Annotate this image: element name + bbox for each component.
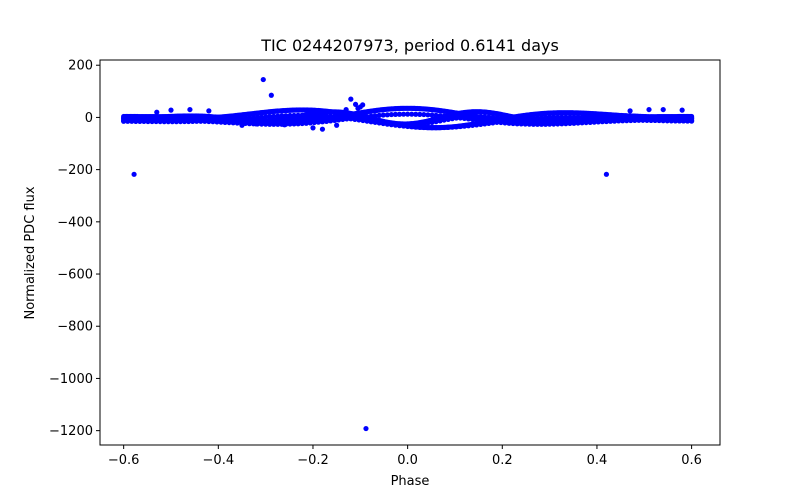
data-point [303, 116, 309, 122]
chart-title: TIC 0244207973, period 0.6141 days [260, 36, 559, 55]
data-point [425, 112, 431, 118]
data-point [396, 111, 403, 117]
y-axis-ticks: 200 0 −200 −400 −600 −800 −1000 −1200 [49, 59, 100, 439]
outlier-point [131, 171, 137, 177]
outlier-point [360, 102, 366, 108]
data-point [469, 114, 476, 120]
y-axis-label: Normalized PDC flux [23, 186, 38, 319]
data-points [121, 76, 695, 432]
data-point [421, 111, 427, 118]
data-point [445, 116, 451, 122]
x-tick-label: 0.6 [681, 453, 702, 468]
outlier-point [363, 425, 369, 432]
data-point [263, 114, 269, 120]
outlier-point [319, 126, 326, 132]
data-point [336, 114, 342, 120]
y-tick-label: −1200 [49, 424, 93, 439]
x-tick-label: 0.2 [492, 453, 513, 468]
y-tick-label: −400 [57, 215, 93, 230]
y-tick-label: −600 [57, 268, 93, 283]
x-tick-label: −0.4 [203, 453, 235, 468]
plot-frame [99, 59, 721, 446]
data-point [380, 112, 386, 118]
outlier-point [310, 125, 316, 131]
data-point [340, 114, 346, 120]
y-tick-label: −200 [57, 163, 93, 178]
x-axis-label: Phase [391, 474, 430, 489]
data-point [482, 114, 488, 120]
data-point [327, 114, 334, 120]
outlier-point [660, 106, 666, 113]
data-point [494, 115, 500, 121]
data-point [344, 114, 350, 120]
data-point [689, 118, 695, 124]
outlier-point [343, 106, 349, 113]
outlier-point [239, 122, 245, 128]
x-tick-label: −0.6 [108, 453, 140, 468]
outlier-point [260, 76, 266, 83]
data-point [311, 115, 317, 121]
outlier-point [355, 105, 361, 111]
outlier-point [268, 92, 274, 98]
y-tick-label: −1000 [49, 372, 93, 387]
outlier-point [603, 171, 610, 177]
data-point [490, 114, 496, 121]
data-point [323, 114, 330, 120]
y-tick-label: 0 [85, 111, 93, 126]
data-point [486, 114, 492, 120]
data-point [405, 111, 411, 117]
outlier-point [154, 109, 160, 115]
data-point [453, 115, 459, 121]
data-point [413, 111, 419, 117]
outlier-point [646, 106, 652, 113]
data-point [449, 116, 455, 122]
data-point [315, 114, 321, 120]
data-point [409, 111, 415, 117]
data-point [429, 112, 435, 118]
outlier-point [679, 107, 685, 113]
x-tick-label: 0.0 [397, 453, 418, 468]
data-point [376, 112, 382, 118]
x-axis-ticks: −0.6 −0.4 −0.2 0.0 0.2 0.4 0.6 [108, 445, 702, 468]
outlier-point [627, 108, 633, 114]
y-tick-label: 200 [68, 59, 93, 74]
outlier-point [281, 122, 288, 128]
data-point [348, 115, 354, 121]
data-point [417, 111, 423, 117]
outlier-point [206, 108, 212, 114]
outlier-point [334, 122, 340, 128]
outlier-point [168, 107, 174, 113]
data-point [332, 114, 338, 120]
data-point [400, 111, 407, 117]
data-point [267, 114, 273, 120]
x-tick-label: −0.2 [297, 453, 329, 468]
y-tick-label: −800 [57, 320, 93, 335]
outlier-point [187, 106, 193, 113]
data-point [457, 114, 463, 121]
data-point [384, 112, 390, 118]
data-point [461, 114, 468, 120]
data-point [271, 113, 277, 119]
outlier-point [348, 96, 354, 102]
outlier-point [253, 121, 259, 127]
data-point [299, 116, 305, 122]
data-point [474, 113, 480, 120]
data-point [319, 114, 326, 120]
data-point [392, 111, 399, 117]
x-tick-label: 0.4 [587, 453, 608, 468]
data-point [465, 114, 472, 120]
data-point [388, 111, 395, 118]
data-point [478, 114, 484, 120]
data-point [307, 115, 313, 121]
outlier-point [352, 101, 359, 107]
